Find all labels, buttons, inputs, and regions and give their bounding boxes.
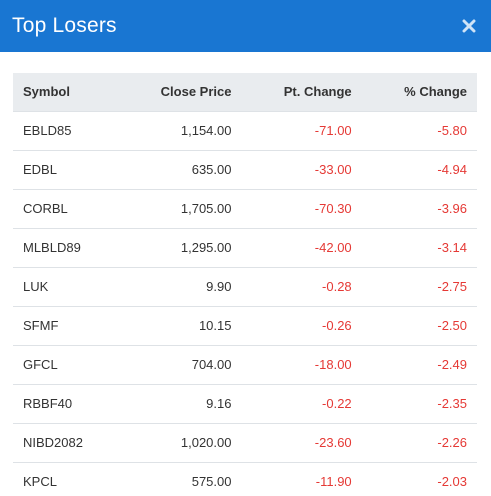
losers-table: Symbol Close Price Pt. Change % Change E… (13, 73, 477, 496)
table-row[interactable]: EDBL 635.00 -33.00 -4.94 (13, 149, 477, 189)
table-row[interactable]: GFCL 704.00 -18.00 -2.49 (13, 344, 477, 384)
column-header-pt-change[interactable]: Pt. Change (283, 84, 352, 100)
cell-symbol: SFMF (13, 305, 126, 345)
cell-symbol: EBLD85 (13, 110, 126, 150)
table-row[interactable]: SFMF 10.15 -0.26 -2.50 (13, 305, 477, 345)
cell-pct-change: -2.50 (361, 305, 477, 345)
cell-symbol: KPCL (13, 461, 126, 496)
cell-symbol: MLBLD89 (13, 227, 126, 267)
cell-close-price: 635.00 (125, 149, 242, 189)
column-header-close-price[interactable]: Close Price (160, 84, 232, 100)
cell-pt-change: -71.00 (241, 110, 362, 150)
cell-pct-change: -2.75 (361, 266, 477, 306)
column-header-symbol[interactable]: Symbol (23, 84, 70, 100)
close-button[interactable] (459, 16, 479, 36)
table-row[interactable]: LUK 9.90 -0.28 -2.75 (13, 266, 477, 306)
cell-symbol: CORBL (13, 188, 126, 228)
cell-pt-change: -11.90 (241, 461, 362, 496)
cell-close-price: 575.00 (125, 461, 242, 496)
cell-symbol: GFCL (13, 344, 126, 384)
table-row[interactable]: CORBL 1,705.00 -70.30 -3.96 (13, 188, 477, 228)
cell-pt-change: -33.00 (241, 149, 362, 189)
cell-close-price: 10.15 (125, 305, 242, 345)
cell-symbol: EDBL (13, 149, 126, 189)
cell-pt-change: -0.26 (241, 305, 362, 345)
cell-pct-change: -3.96 (361, 188, 477, 228)
table-header-row: Symbol Close Price Pt. Change % Change (13, 73, 477, 111)
cell-symbol: NIBD2082 (13, 422, 126, 462)
table-row[interactable]: EBLD85 1,154.00 -71.00 -5.80 (13, 110, 477, 150)
cell-pt-change: -70.30 (241, 188, 362, 228)
cell-pct-change: -5.80 (361, 110, 477, 150)
cell-close-price: 704.00 (125, 344, 242, 384)
modal-title: Top Losers (12, 14, 117, 37)
cell-pt-change: -0.28 (241, 266, 362, 306)
column-header-pct-change[interactable]: % Change (404, 84, 467, 100)
cell-close-price: 9.90 (125, 266, 242, 306)
cell-close-price: 1,154.00 (125, 110, 242, 150)
table-row[interactable]: KPCL 575.00 -11.90 -2.03 (13, 461, 477, 496)
table-row[interactable]: MLBLD89 1,295.00 -42.00 -3.14 (13, 227, 477, 267)
cell-pct-change: -2.35 (361, 383, 477, 423)
cell-pt-change: -0.22 (241, 383, 362, 423)
cell-close-price: 1,705.00 (125, 188, 242, 228)
table-row[interactable]: NIBD2082 1,020.00 -23.60 -2.26 (13, 422, 477, 462)
table-row[interactable]: RBBF40 9.16 -0.22 -2.35 (13, 383, 477, 423)
cell-pt-change: -42.00 (241, 227, 362, 267)
losers-table-container: Symbol Close Price Pt. Change % Change E… (13, 73, 477, 496)
cell-pt-change: -23.60 (241, 422, 362, 462)
cell-pct-change: -2.03 (361, 461, 477, 496)
modal-header: Top Losers (0, 0, 491, 52)
close-icon (462, 19, 476, 33)
cell-symbol: LUK (13, 266, 126, 306)
cell-close-price: 1,295.00 (125, 227, 242, 267)
cell-close-price: 1,020.00 (125, 422, 242, 462)
cell-pct-change: -2.49 (361, 344, 477, 384)
cell-symbol: RBBF40 (13, 383, 126, 423)
cell-pct-change: -4.94 (361, 149, 477, 189)
cell-pct-change: -3.14 (361, 227, 477, 267)
cell-close-price: 9.16 (125, 383, 242, 423)
cell-pt-change: -18.00 (241, 344, 362, 384)
cell-pct-change: -2.26 (361, 422, 477, 462)
